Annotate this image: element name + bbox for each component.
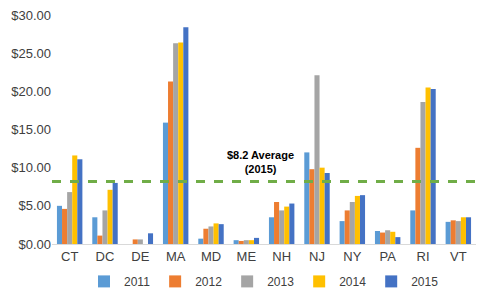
svg-text:$0.00: $0.00	[18, 237, 51, 252]
svg-text:ME: ME	[237, 249, 257, 264]
svg-text:DC: DC	[96, 249, 115, 264]
svg-text:$5.00: $5.00	[18, 198, 51, 213]
svg-text:RI: RI	[417, 249, 430, 264]
svg-text:$15.00: $15.00	[11, 122, 51, 137]
svg-text:MA: MA	[166, 249, 186, 264]
svg-text:2014: 2014	[339, 275, 366, 289]
svg-text:MD: MD	[201, 249, 221, 264]
svg-text:VT: VT	[450, 249, 467, 264]
svg-text:2012: 2012	[195, 275, 222, 289]
svg-text:$10.00: $10.00	[11, 160, 51, 175]
svg-text:CT: CT	[61, 249, 78, 264]
svg-text:NH: NH	[272, 249, 291, 264]
svg-text:$8.2 Average(2015): $8.2 Average(2015)	[227, 149, 294, 175]
svg-text:$20.00: $20.00	[11, 84, 51, 99]
svg-text:NJ: NJ	[309, 249, 325, 264]
svg-text:DE: DE	[131, 249, 149, 264]
svg-text:NY: NY	[343, 249, 361, 264]
svg-text:PA: PA	[379, 249, 396, 264]
svg-text:2011: 2011	[124, 275, 150, 289]
svg-text:2013: 2013	[267, 275, 294, 289]
svg-text:2015: 2015	[411, 275, 438, 289]
svg-text:$25.00: $25.00	[11, 46, 51, 61]
svg-text:$30.00: $30.00	[11, 8, 51, 23]
